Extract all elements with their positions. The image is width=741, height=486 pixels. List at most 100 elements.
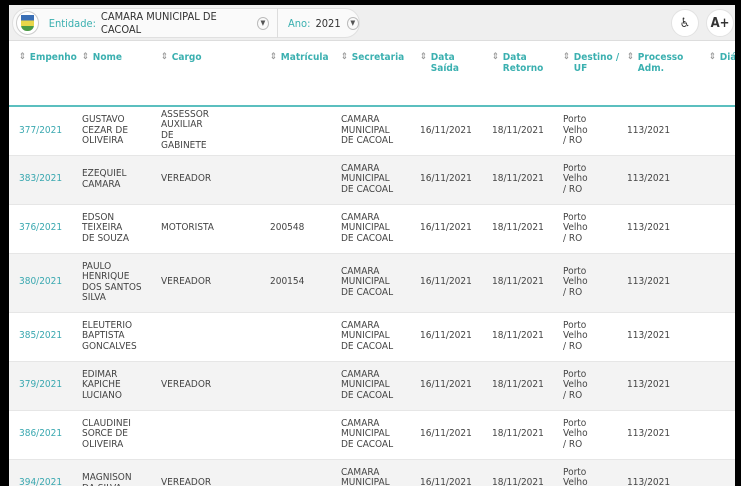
- cell-cargo: VEREADOR: [161, 361, 270, 411]
- cell-empenho[interactable]: 394/2021: [9, 459, 82, 486]
- table-row[interactable]: 386/2021 CLAUDINEI SORCE DE OLIVEIRA CAMARA M…: [9, 410, 735, 460]
- table-row[interactable]: 377/2021 GUSTAVO CEZAR DE OLIVEIRA ASSESSOR A…: [9, 106, 735, 156]
- column-label: Destino / UF: [573, 52, 620, 74]
- municipal-crest-logo: [16, 11, 39, 35]
- year-label: Ano:: [288, 16, 311, 30]
- sort-icon: ⇕: [161, 52, 168, 62]
- cell-diarias: [709, 204, 735, 254]
- column-header-6[interactable]: ⇕ Data Retorno: [492, 45, 563, 107]
- table-row[interactable]: 380/2021 PAULO HENRIQUE DOS SANTOS SILVA VERE…: [9, 253, 735, 313]
- entity-label: Entidade:: [48, 16, 96, 30]
- cell-retorno: 18/11/2021: [492, 253, 563, 313]
- accessibility-button[interactable]: ♿: [671, 9, 699, 37]
- cell-empenho[interactable]: 380/2021: [9, 253, 82, 313]
- cell-matricula: 200154: [270, 253, 341, 313]
- column-header-5[interactable]: ⇕ Data Saída: [420, 45, 492, 107]
- cell-matricula: 200548: [270, 204, 341, 254]
- column-header-7[interactable]: ⇕ Destino / UF: [563, 45, 627, 107]
- sort-icon: ⇕: [341, 52, 348, 62]
- cell-cargo: VEREADOR: [161, 155, 270, 205]
- cell-empenho[interactable]: 379/2021: [9, 361, 82, 411]
- cell-empenho[interactable]: 376/2021: [9, 204, 82, 254]
- cell-nome: MAGNISONDA SILVA: [82, 459, 161, 486]
- cell-empenho[interactable]: 377/2021: [9, 106, 82, 156]
- table-row[interactable]: 379/2021 EDIMAR KAPICHE LUCIANO VEREADOR CAMA…: [9, 361, 735, 411]
- column-label: Diá: [719, 52, 735, 63]
- cell-matricula: [270, 459, 341, 486]
- sort-icon: ⇕: [709, 52, 716, 62]
- chevron-down-icon[interactable]: ▼: [256, 16, 270, 30]
- column-label: Processo Adm.: [637, 52, 684, 74]
- column-header-4[interactable]: ⇕ Secretaria: [341, 45, 420, 107]
- cell-cargo: ASSESSOR AUXILIAR DE GABINETE: [161, 106, 270, 156]
- cell-cargo: [161, 410, 270, 460]
- cell-nome: EDIMAR KAPICHE LUCIANO: [82, 361, 161, 411]
- cell-processo: 113/2021: [627, 361, 709, 411]
- column-header-0[interactable]: ⇕ Empenho: [9, 45, 82, 107]
- table-row[interactable]: 383/2021 EZEQUIEL CAMARA VEREADOR CAMARA MUNI…: [9, 155, 735, 205]
- table-row[interactable]: 385/2021 ELEUTERIO BAPTISTA GONCALVES CAMARA…: [9, 312, 735, 362]
- table-row[interactable]: 376/2021 EDSON TEIXEIRA DE SOUZA MOTORISTA 20…: [9, 204, 735, 254]
- cell-empenho[interactable]: 383/2021: [9, 155, 82, 205]
- cell-retorno: 18/11/2021: [492, 204, 563, 254]
- cell-processo: 113/2021: [627, 459, 709, 486]
- column-header-2[interactable]: ⇕ Cargo: [161, 45, 270, 107]
- cell-empenho[interactable]: 385/2021: [9, 312, 82, 362]
- font-increase-button[interactable]: A+: [706, 9, 734, 37]
- cell-diarias: [709, 361, 735, 411]
- sort-icon: ⇕: [627, 52, 634, 62]
- cell-retorno: 18/11/2021: [492, 361, 563, 411]
- cell-retorno: 18/11/2021: [492, 410, 563, 460]
- cell-processo: 113/2021: [627, 312, 709, 362]
- cell-nome: GUSTAVO CEZAR DE OLIVEIRA: [82, 106, 161, 156]
- column-label: Data Retorno: [502, 52, 544, 74]
- column-label: Nome: [92, 52, 122, 63]
- sort-icon: ⇕: [492, 52, 499, 62]
- year-select[interactable]: 2021: [315, 16, 341, 30]
- column-header-8[interactable]: ⇕ Processo Adm.: [627, 45, 709, 107]
- entity-select[interactable]: CAMARA MUNICIPAL DE CACOAL: [100, 10, 217, 36]
- chevron-down-icon[interactable]: ▼: [346, 16, 359, 30]
- column-header-3[interactable]: ⇕ Matrícula: [270, 45, 341, 107]
- cell-empenho[interactable]: 386/2021: [9, 410, 82, 460]
- cell-saida: 16/11/2021: [420, 361, 492, 411]
- column-label: Secretaria: [351, 52, 405, 63]
- filter-bar: Entidade: CAMARA MUNICIPAL DE CACOAL ▼ A…: [9, 5, 735, 41]
- cell-saida: 16/11/2021: [420, 312, 492, 362]
- sort-icon: ⇕: [19, 52, 26, 62]
- column-label: Data Saída: [430, 52, 459, 74]
- column-label: Empenho: [29, 52, 77, 63]
- cell-cargo: VEREADOR: [161, 459, 270, 486]
- cell-processo: 113/2021: [627, 410, 709, 460]
- cell-matricula: [270, 361, 341, 411]
- cell-diarias: [709, 106, 735, 156]
- cell-retorno: 18/11/2021: [492, 312, 563, 362]
- divider: [277, 8, 279, 38]
- column-header-1[interactable]: ⇕ Nome: [82, 45, 161, 107]
- cell-processo: 113/2021: [627, 155, 709, 205]
- cell-matricula: [270, 106, 341, 156]
- cell-saida: 16/11/2021: [420, 253, 492, 313]
- diarias-table: ⇕ Empenho ⇕ Nome ⇕ Cargo ⇕ Matrícula ⇕ Secretaria…: [9, 45, 735, 486]
- cell-retorno: 18/11/2021: [492, 459, 563, 486]
- cell-saida: 16/11/2021: [420, 106, 492, 156]
- column-header-9[interactable]: ⇕ Diá: [709, 45, 735, 107]
- sort-icon: ⇕: [563, 52, 570, 62]
- cell-nome: CLAUDINEI SORCE DE OLIVEIRA: [82, 410, 161, 460]
